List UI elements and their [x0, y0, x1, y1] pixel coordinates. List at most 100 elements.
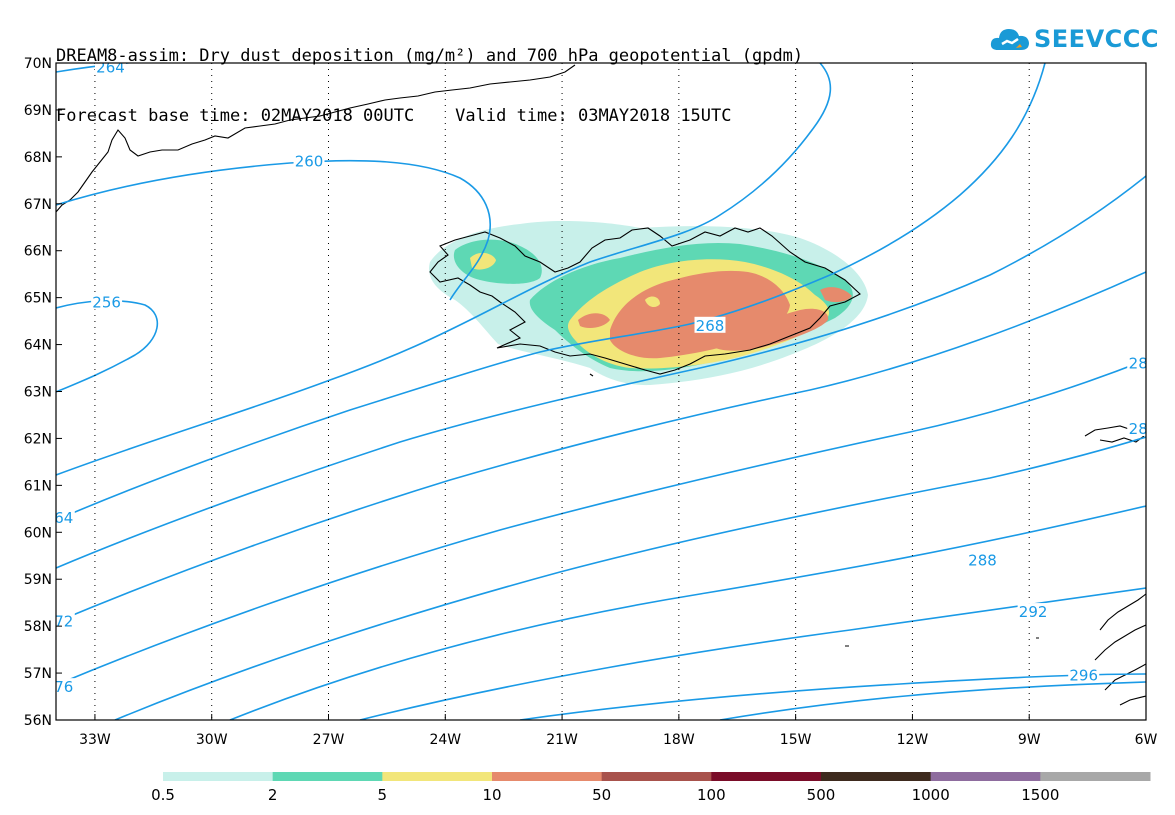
- dust-area-orange: [578, 270, 852, 359]
- contour-292: [359, 587, 1146, 720]
- contour-276: [56, 271, 1146, 623]
- scotland-coastline: [1094, 593, 1146, 706]
- lon-tick-label: 33W: [79, 732, 111, 748]
- dust-spot-yellow-center: [645, 296, 660, 308]
- map-header: DREAM8-assim: Dry dust deposition (mg/m²…: [56, 6, 803, 146]
- colorbar-label: 1000: [912, 786, 950, 804]
- lon-tick-label: 27W: [313, 732, 345, 748]
- contour-280: [56, 359, 1146, 686]
- contour-label: 268: [696, 317, 725, 335]
- contour-300: [719, 681, 1146, 720]
- contour-256: [56, 299, 159, 393]
- lat-tick-label: 65N: [24, 291, 52, 307]
- colorbar-label: 100: [697, 786, 726, 804]
- colorbar-bin: [163, 772, 274, 781]
- colorbar-label: 0.5: [151, 786, 175, 804]
- iceland-coastline: [429, 227, 861, 375]
- contour-label-bg: [1127, 420, 1146, 437]
- contour-label: 296: [1069, 666, 1098, 684]
- contour-288: [229, 505, 1146, 720]
- plot-area: 264 260 256 268 64 72 76 288 292 296 28 28: [54, 59, 1148, 720]
- contour-label: 264: [96, 59, 125, 77]
- colorbar-label: 10: [482, 786, 501, 804]
- contour-label-bg: [1068, 666, 1100, 683]
- contour-label-bg: [56, 612, 75, 629]
- lon-tick-label: 15W: [780, 732, 812, 748]
- contour-272: [56, 175, 1146, 569]
- colorbar-label: 2: [268, 786, 278, 804]
- contour-label: 256: [92, 293, 121, 311]
- contour-268: [56, 63, 1046, 521]
- small-islands: [589, 373, 1039, 647]
- contour-264: [56, 63, 832, 476]
- geopotential-contours: [56, 63, 1146, 720]
- lat-tick-label: 69N: [24, 103, 52, 119]
- colorbar-bin: [1040, 772, 1151, 781]
- dust-deposition-field: [429, 221, 868, 386]
- contour-label: 292: [1019, 603, 1048, 621]
- logo-text: SEEVCCC: [1034, 25, 1159, 53]
- colorbar-bin: [382, 772, 493, 781]
- lat-tick-label: 57N: [24, 666, 52, 682]
- colorbar-label: 50: [592, 786, 611, 804]
- contour-label: 72: [54, 612, 73, 630]
- contour-label: 28: [1129, 420, 1148, 438]
- contour-label: 288: [968, 551, 997, 569]
- contour-label: 28: [1129, 354, 1148, 372]
- colorbar-bin: [711, 772, 822, 781]
- lat-tick-label: 61N: [24, 478, 52, 494]
- contour-label-bg: [1127, 354, 1146, 371]
- lat-tick-label: 58N: [24, 619, 52, 635]
- contour-label-bg: [56, 678, 75, 695]
- contour-labels: 264 260 256 268 64 72 76 288 292 296 28 28: [54, 59, 1148, 696]
- colorbar-bin: [492, 772, 603, 781]
- lon-tick-label: 6W: [1135, 732, 1158, 748]
- colorbar-bin: [601, 772, 712, 781]
- cloud-logo-icon: [990, 29, 1029, 50]
- contour-296: [519, 673, 1146, 720]
- lat-tick-label: 70N: [24, 56, 52, 72]
- lat-tick-label: 68N: [24, 150, 52, 166]
- lon-tick-label: 12W: [897, 732, 929, 748]
- contour-260: [56, 159, 491, 301]
- colorbar-bin: [821, 772, 932, 781]
- lat-tick-label: 59N: [24, 572, 52, 588]
- lon-tick-label: 9W: [1018, 732, 1041, 748]
- graticule: [94, 63, 1030, 720]
- contour-label: 260: [295, 153, 324, 171]
- contour-label-bg: [91, 293, 123, 310]
- lat-tick-label: 66N: [24, 244, 52, 260]
- lon-tick-label: 30W: [196, 732, 228, 748]
- lat-tick-label: 64N: [24, 338, 52, 354]
- greenland-coastline: [56, 64, 576, 213]
- colorbar-label: 5: [378, 786, 388, 804]
- map-axes: 70N 69N 68N 67N 66N 65N 64N 63N 62N 61N 60N 59N 58N 5…: [24, 56, 1158, 748]
- colorbar-label: 1500: [1021, 786, 1059, 804]
- contour-label-bg: [967, 551, 998, 568]
- contour-284: [114, 436, 1146, 720]
- contour-label-bg: [694, 316, 726, 333]
- map-time-info: Forecast base time: 02MAY2018 00UTC Vali…: [56, 106, 732, 126]
- lat-tick-label: 60N: [24, 525, 52, 541]
- lon-tick-label: 24W: [429, 732, 461, 748]
- lat-tick-label: 56N: [24, 713, 52, 729]
- contour-label-bg: [293, 152, 325, 169]
- contour-label-bg: [56, 509, 75, 526]
- colorbar-bin: [930, 772, 1041, 781]
- lat-tick-label: 63N: [24, 385, 52, 401]
- colorbar-bin: [272, 772, 383, 781]
- lon-tick-label: 21W: [546, 732, 578, 748]
- seevccc-logo: SEEVCCC: [990, 22, 1159, 56]
- contour-label-bg: [1017, 603, 1049, 620]
- colorbar-legend: 0.5 2 5 10 50 100 500 1000 1500: [151, 772, 1151, 804]
- contour-label: 76: [54, 678, 73, 696]
- map-title: DREAM8-assim: Dry dust deposition (mg/m²…: [56, 46, 804, 66]
- lon-tick-label: 18W: [663, 732, 695, 748]
- contour-label-bg: [95, 63, 126, 75]
- colorbar-label: 500: [807, 786, 836, 804]
- coastlines: [56, 64, 1146, 706]
- lat-tick-label: 62N: [24, 431, 52, 447]
- lat-tick-label: 67N: [24, 197, 52, 213]
- contour-label: 64: [54, 509, 73, 527]
